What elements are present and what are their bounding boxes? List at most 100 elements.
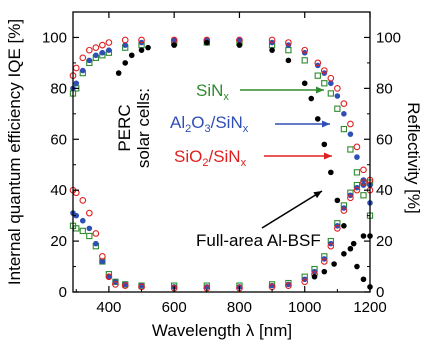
data-point-full-area-al-bsf-iqe bbox=[236, 42, 243, 48]
data-point-sio2-sinx-reflectivity bbox=[85, 209, 93, 217]
data-point-sio2-sinx-iqe bbox=[138, 36, 145, 44]
annotation-arrowhead bbox=[316, 86, 324, 94]
data-point-sio2-sinx-iqe bbox=[353, 143, 361, 151]
series-annotation-label: SiNx bbox=[196, 81, 229, 103]
x-axis-title: Wavelength λ [nm] bbox=[152, 321, 292, 340]
data-point-full-area-al-bsf-iqe bbox=[204, 39, 210, 46]
data-point-sio2-sinx-iqe bbox=[79, 54, 87, 62]
data-point-full-area-al-bsf-iqe bbox=[138, 47, 145, 53]
y2-tick-label: 20 bbox=[376, 233, 393, 250]
data-point-sio2-sinx-iqe bbox=[285, 39, 292, 46]
data-point-sio2-sinx-reflectivity bbox=[353, 186, 361, 194]
y-tick-label: 60 bbox=[50, 131, 67, 148]
data-point-al2o3-sinx-reflectivity bbox=[73, 212, 80, 219]
data-point-sio2-sinx-iqe bbox=[92, 44, 100, 51]
data-point-al2o3-sinx-iqe bbox=[99, 49, 106, 56]
data-point-sio2-sinx-reflectivity bbox=[92, 230, 100, 237]
y-tick-label: 0 bbox=[59, 284, 67, 301]
data-point-sio2-sinx-reflectivity bbox=[340, 207, 348, 214]
y-axis-title-right: Reflectivity [%] bbox=[404, 102, 423, 213]
y-tick-label: 80 bbox=[50, 80, 67, 97]
data-point-al2o3-sinx-iqe bbox=[328, 80, 334, 87]
series-annotations: SiNx Al2O3/SiNx SiO2/SiNx Full-area Al-BSF bbox=[170, 81, 332, 250]
data-point-sio2-sinx-iqe bbox=[85, 46, 93, 54]
data-point-full-area-al-bsf-iqe bbox=[341, 223, 347, 229]
data-point-sinx-reflectivity bbox=[73, 225, 80, 232]
data-point-sinx-iqe bbox=[314, 72, 321, 79]
annotation-arrowhead bbox=[324, 152, 332, 160]
x-tick-label: 800 bbox=[227, 299, 252, 316]
data-point-sinx-iqe bbox=[347, 146, 354, 153]
data-point-al2o3-sinx-iqe bbox=[347, 131, 354, 137]
data-point-full-area-al-bsf-iqe bbox=[354, 263, 360, 270]
series-annotation-label: Al2O3/SiNx bbox=[170, 113, 249, 135]
legend-group-label-line1: PERC bbox=[115, 104, 134, 151]
data-point-sio2-sinx-reflectivity bbox=[105, 273, 113, 281]
data-point-sio2-sinx-reflectivity bbox=[285, 282, 292, 289]
data-point-sinx-iqe bbox=[340, 125, 348, 133]
data-point-sio2-sinx-iqe bbox=[334, 85, 341, 92]
data-point-sio2-sinx-iqe bbox=[99, 41, 106, 49]
data-point-al2o3-sinx-reflectivity bbox=[93, 240, 99, 247]
data-point-sio2-sinx-iqe bbox=[314, 59, 322, 67]
data-point-sio2-sinx-reflectivity bbox=[334, 225, 341, 232]
data-point-full-area-al-bsf-iqe bbox=[122, 60, 129, 66]
y2-tick-label: 80 bbox=[376, 80, 393, 97]
data-point-sio2-sinx-iqe bbox=[121, 36, 129, 44]
data-point-sio2-sinx-reflectivity bbox=[79, 197, 87, 204]
data-point-al2o3-sinx-iqe bbox=[122, 42, 129, 48]
data-point-al2o3-sinx-iqe bbox=[86, 57, 93, 64]
data-point-full-area-al-bsf-iqe bbox=[171, 42, 177, 48]
y-tick-label: 20 bbox=[50, 233, 67, 250]
x-tick-label: 1000 bbox=[288, 299, 321, 316]
data-point-full-area-al-bsf-iqe bbox=[314, 116, 321, 122]
x-tick-label: 400 bbox=[96, 299, 121, 316]
data-point-al2o3-sinx-iqe bbox=[236, 37, 243, 43]
data-point-al2o3-sinx-iqe bbox=[73, 80, 80, 87]
data-point-sinx-iqe bbox=[301, 57, 308, 64]
data-point-sio2-sinx-reflectivity bbox=[320, 258, 328, 265]
data-point-sio2-sinx-iqe bbox=[340, 100, 348, 107]
annotation-arrowhead bbox=[313, 191, 322, 199]
data-point-sio2-sinx-iqe bbox=[105, 39, 113, 46]
plot-frame bbox=[72, 11, 371, 293]
data-point-sio2-sinx-iqe bbox=[268, 36, 276, 44]
x-tick-label: 1200 bbox=[353, 299, 386, 316]
data-point-sio2-sinx-reflectivity bbox=[301, 278, 309, 286]
annotation-arrowhead bbox=[322, 120, 330, 128]
data-point-full-area-al-bsf-iqe bbox=[285, 57, 292, 64]
data-point-full-area-al-bsf-iqe bbox=[360, 276, 367, 283]
x-tick-label: 600 bbox=[162, 299, 187, 316]
data-point-sinx-iqe bbox=[327, 90, 334, 97]
y2-tick-label: 60 bbox=[376, 131, 393, 148]
data-point-full-area-al-bsf-iqe bbox=[115, 70, 122, 76]
data-point-al2o3-sinx-iqe bbox=[171, 37, 177, 43]
data-point-full-area-al-bsf-iqe bbox=[334, 197, 341, 204]
data-point-al2o3-sinx-reflectivity bbox=[86, 225, 93, 232]
data-point-al2o3-sinx-iqe bbox=[334, 93, 341, 99]
data-point-al2o3-sinx-iqe bbox=[106, 47, 112, 53]
plot-area bbox=[73, 12, 370, 292]
data-point-full-area-al-bsf-iqe bbox=[128, 52, 135, 59]
data-point-al2o3-sinx-iqe bbox=[341, 111, 347, 117]
data-point-full-area-al-bsf-reflectivity bbox=[341, 251, 347, 257]
y2-tick-label: 0 bbox=[376, 284, 384, 301]
data-point-sio2-sinx-iqe bbox=[347, 120, 354, 128]
data-point-al2o3-sinx-iqe bbox=[354, 154, 360, 160]
data-point-full-area-al-bsf-reflectivity bbox=[360, 233, 367, 239]
data-point-full-area-al-bsf-iqe bbox=[145, 44, 151, 51]
series-annotation-label: Full-area Al-BSF bbox=[196, 231, 321, 250]
legend-group-label-line2: solar cells: bbox=[134, 88, 153, 168]
data-point-sinx-reflectivity bbox=[79, 227, 86, 235]
data-point-sinx-iqe bbox=[360, 192, 367, 199]
data-point-full-area-al-bsf-iqe bbox=[308, 95, 315, 102]
data-point-sinx-iqe bbox=[353, 169, 361, 176]
data-point-sio2-sinx-reflectivity bbox=[121, 282, 129, 289]
data-point-sio2-sinx-iqe bbox=[320, 67, 328, 74]
data-point-full-area-al-bsf-reflectivity bbox=[321, 268, 328, 275]
data-point-al2o3-sinx-iqe bbox=[93, 52, 99, 59]
series-annotation-label: SiO2/SiNx bbox=[174, 147, 247, 169]
y-tick-label: 40 bbox=[50, 182, 67, 199]
